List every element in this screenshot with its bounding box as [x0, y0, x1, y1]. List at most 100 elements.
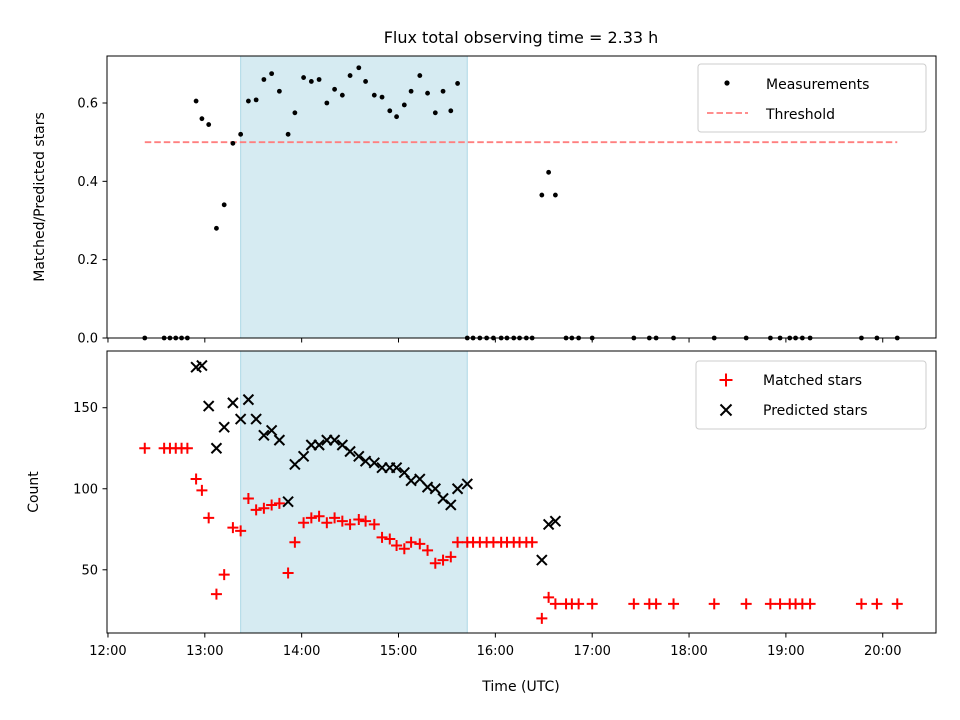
bottom-y-tick-label: 100 — [73, 482, 98, 497]
top-x-ticks — [107, 338, 884, 343]
matched-star-point — [218, 569, 230, 581]
measurement-point — [292, 110, 298, 116]
predicted-star-point — [549, 515, 562, 527]
matched-star-point — [368, 518, 380, 530]
measurement-point — [347, 73, 353, 78]
measurement-point — [356, 65, 362, 71]
top-y-tick-label: 0.6 — [77, 97, 98, 112]
matched-star-point — [855, 598, 867, 610]
measurement-point — [269, 71, 275, 77]
predicted-star-point — [227, 397, 239, 409]
measurement-point — [432, 110, 438, 116]
matched-star-point — [891, 598, 903, 610]
measurement-point — [387, 108, 393, 114]
x-axis-label: Time (UTC) — [481, 679, 559, 695]
top-legend: Measurements Threshold — [697, 63, 927, 133]
predicted-star-point — [250, 413, 262, 425]
matched-star-point — [452, 536, 464, 548]
top-panel: 0.0 0.2 0.4 0.6 Matched/Predicted stars Mea… — [32, 55, 937, 347]
matched-star-point — [764, 598, 776, 610]
measurement-point — [199, 116, 205, 122]
matched-star-point — [650, 598, 662, 610]
measurement-point — [285, 131, 291, 137]
matched-star-point — [353, 514, 365, 526]
matched-star-point — [398, 543, 410, 555]
bottom-y-tick-label: 50 — [81, 563, 98, 578]
x-tick-label: 12:00 — [89, 644, 126, 659]
predicted-star-point — [353, 450, 365, 463]
predicted-star-point — [451, 483, 464, 495]
measurement-point — [440, 88, 446, 94]
matched-star-point — [336, 515, 348, 527]
measurement-point — [539, 192, 545, 198]
predicted-legend-marker — [719, 403, 733, 417]
top-y-tick-label: 0.4 — [77, 175, 98, 190]
predicted-star-point — [359, 455, 372, 467]
matched-star-point — [445, 551, 457, 563]
matched-star-point — [227, 522, 239, 534]
matched-star-point — [526, 536, 538, 548]
matched-star-point — [203, 512, 215, 524]
predicted-star-point — [289, 458, 301, 471]
top-axes-frame — [106, 55, 937, 339]
bottom-x-ticks: 12:00 13:00 14:00 15:00 16:00 17:00 18:00 19:00… — [89, 633, 901, 659]
matched-star-point — [321, 517, 333, 529]
matched-star-point — [210, 588, 222, 600]
predicted-star-point — [218, 421, 230, 433]
matched-star-point — [139, 442, 151, 454]
predicted-star-point — [234, 413, 247, 425]
top-y-tick-label: 0.2 — [77, 253, 98, 268]
predicted-star-point — [265, 424, 278, 437]
top-y-axis-label: Matched/Predicted stars — [32, 112, 48, 282]
matched-star-point — [282, 567, 294, 579]
matched-star-point — [250, 504, 262, 516]
matched-star-point — [384, 533, 396, 545]
bottom-y-axis-label: Count — [26, 471, 42, 513]
measurement-point — [455, 81, 460, 86]
measurement-point — [339, 92, 345, 98]
x-tick-label: 16:00 — [477, 644, 514, 659]
matched-star-point — [329, 512, 341, 524]
measurement-point — [371, 92, 377, 98]
matched-star-point — [273, 497, 285, 509]
matched-star-point — [391, 539, 403, 551]
matched-star-point — [344, 518, 356, 530]
chart-title: Flux total observing time = 2.33 h — [384, 28, 659, 47]
predicted-star-point — [429, 483, 442, 495]
measurement-point — [253, 97, 259, 103]
matched-star-point — [181, 442, 193, 454]
top-y-ticks: 0.0 0.2 0.4 0.6 — [77, 97, 107, 347]
matched-star-point — [708, 598, 720, 610]
matched-star-point — [549, 598, 561, 610]
predicted-star-point — [210, 442, 223, 454]
measurement-point — [324, 100, 330, 106]
predicted-star-point — [273, 434, 286, 446]
measurement-point — [401, 102, 407, 108]
measurement-point — [448, 108, 454, 114]
matched-legend-label: Matched stars — [763, 373, 862, 389]
matched-star-point — [573, 598, 585, 610]
matched-star-point — [668, 598, 680, 610]
measurement-point — [394, 114, 399, 120]
measurement-point — [408, 88, 414, 94]
matched-star-point — [414, 538, 426, 550]
x-tick-label: 20:00 — [864, 644, 901, 659]
predicted-legend-label: Predicted stars — [763, 403, 868, 419]
predicted-star-point — [196, 359, 208, 372]
matched-star-point — [360, 515, 372, 527]
measurement-point — [417, 73, 423, 78]
matched-star-point — [235, 525, 247, 537]
matched-star-point — [376, 531, 388, 543]
matched-star-point — [405, 536, 417, 548]
matched-star-point — [437, 554, 449, 566]
measurement-point — [206, 122, 212, 127]
measurement-point — [261, 77, 267, 82]
matched-star-point — [429, 557, 441, 569]
top-legend-box — [697, 63, 927, 133]
x-tick-label: 13:00 — [186, 644, 223, 659]
matched-star-point — [266, 499, 278, 511]
predicted-star-point — [405, 474, 417, 487]
predicted-star-point — [258, 429, 270, 441]
x-tick-label: 17:00 — [573, 644, 610, 659]
